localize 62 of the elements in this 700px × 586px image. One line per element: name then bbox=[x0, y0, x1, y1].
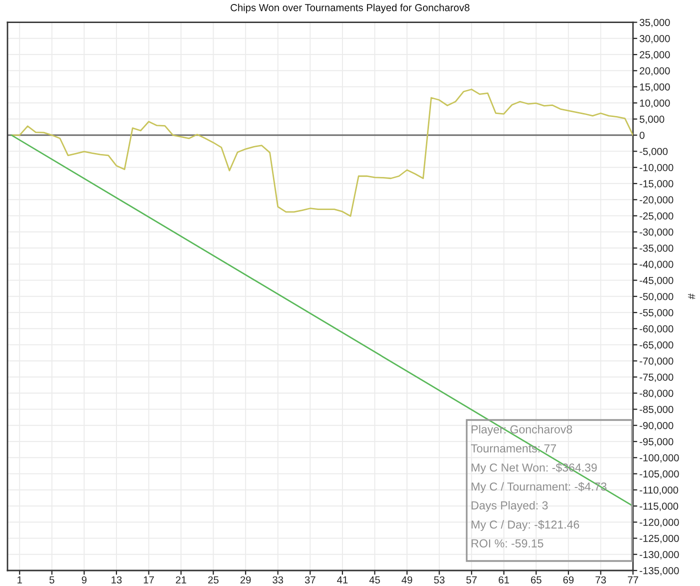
y-tick-label: -5,000 bbox=[640, 148, 668, 156]
y-tick-label: -115,000 bbox=[640, 502, 678, 511]
x-tick-label: 41 bbox=[337, 576, 348, 584]
y-tick-label: 15,000 bbox=[640, 83, 670, 92]
y-tick-label: 35,000 bbox=[640, 18, 670, 28]
y-tick-label: -85,000 bbox=[640, 406, 674, 414]
annotation: Player: Goncharov8 bbox=[472, 425, 572, 436]
x-tick-label: 13 bbox=[112, 576, 122, 584]
y-tick-label: -25,000 bbox=[640, 212, 674, 221]
annotation: My C / Day: -$121.46 bbox=[472, 520, 580, 531]
y-tick-label: -10,000 bbox=[640, 164, 674, 172]
y-tick-label: -120,000 bbox=[640, 518, 679, 528]
y-tick-label: -95,000 bbox=[640, 438, 674, 446]
x-tick-label: 65 bbox=[531, 576, 542, 584]
x-tick-label: 25 bbox=[208, 576, 219, 584]
x-tick-label: 61 bbox=[498, 576, 510, 584]
x-tick-label: 17 bbox=[144, 576, 154, 584]
x-tick-label: 69 bbox=[563, 576, 574, 584]
y-tick-label: -30,000 bbox=[640, 228, 674, 237]
annotation: Days Played: 3 bbox=[472, 501, 548, 512]
x-tick-label: 33 bbox=[272, 576, 284, 584]
y-tick-label: -90,000 bbox=[640, 422, 674, 430]
y-tick-label: -45,000 bbox=[640, 276, 674, 286]
y-tick-label: -20,000 bbox=[640, 196, 674, 205]
y-tick-label: -135,000 bbox=[640, 567, 679, 576]
x-tick-label: 5 bbox=[49, 576, 54, 584]
x-tick-label: 57 bbox=[466, 576, 477, 584]
y-tick-label: 10,000 bbox=[640, 100, 670, 108]
x-tick-label: 1 bbox=[18, 576, 22, 584]
x-tick-label: 9 bbox=[82, 576, 87, 584]
y-tick-label: 0 bbox=[640, 132, 644, 139]
y-tick-label: 30,000 bbox=[640, 35, 670, 44]
y-tick-label: 25,000 bbox=[640, 51, 670, 60]
y-tick-label: -70,000 bbox=[640, 357, 674, 366]
y-tick-label: 20,000 bbox=[640, 67, 670, 76]
x-tick-label: 45 bbox=[369, 576, 380, 584]
y-tick-label: -130,000 bbox=[640, 550, 679, 560]
y-axis-title: # bbox=[688, 294, 696, 300]
x-tick-label: 49 bbox=[402, 576, 412, 584]
y-tick-label: -105,000 bbox=[640, 470, 679, 479]
y-tick-label: -60,000 bbox=[640, 325, 674, 334]
y-tick-label: -55,000 bbox=[640, 309, 674, 318]
x-tick-label: 37 bbox=[304, 576, 316, 584]
y-tick-label: -40,000 bbox=[640, 260, 674, 270]
y-tick-label: -80,000 bbox=[640, 390, 674, 398]
x-tick-label: 53 bbox=[434, 576, 444, 584]
x-tick-label: 21 bbox=[176, 576, 186, 584]
line-series bbox=[10, 88, 633, 217]
y-tick-label: 5,000 bbox=[640, 116, 664, 124]
y-tick-label: -75,000 bbox=[640, 374, 674, 382]
x-tick-label: 77 bbox=[628, 576, 638, 584]
y-tick-label: -125,000 bbox=[640, 534, 679, 544]
x-tick-label: 29 bbox=[240, 576, 251, 584]
y-tick-label: -100,000 bbox=[640, 454, 679, 463]
annotation: ROI %: -59.15 bbox=[472, 539, 544, 548]
y-tick-label: -50,000 bbox=[640, 292, 674, 302]
y-tick-label: -35,000 bbox=[640, 244, 674, 253]
chart-title: Chips Won over Tournaments Played for Goncharov8 bbox=[230, 4, 470, 14]
y-tick-label: -15,000 bbox=[640, 180, 674, 189]
x-tick-label: 73 bbox=[596, 576, 606, 584]
y-tick-label: -65,000 bbox=[640, 341, 674, 350]
y-tick-label: -110,000 bbox=[640, 486, 678, 495]
